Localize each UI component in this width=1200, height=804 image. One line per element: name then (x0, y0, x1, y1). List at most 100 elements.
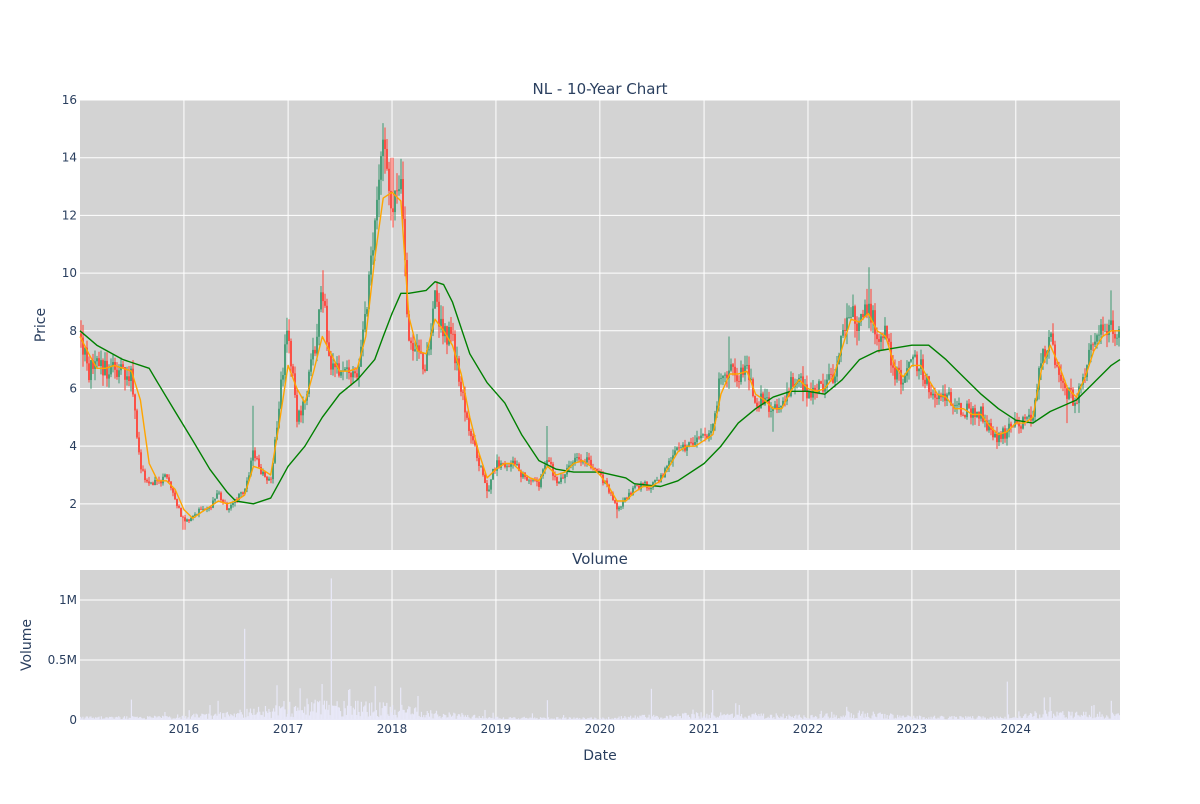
volume-bar (900, 718, 901, 720)
volume-bar (101, 716, 102, 720)
volume-bar (216, 716, 217, 720)
volume-bar (851, 713, 852, 720)
volume-bar (695, 718, 696, 720)
candle-body (240, 492, 242, 493)
volume-bar (506, 719, 507, 720)
candle-body (148, 481, 150, 483)
volume-bar (205, 715, 206, 720)
volume-bar (193, 714, 194, 720)
volume-bar (229, 716, 230, 720)
volume-bar (707, 719, 708, 720)
volume-bar (870, 719, 871, 720)
volume-bar (361, 702, 362, 720)
volume-bar (1038, 718, 1039, 720)
volume-bar (423, 715, 424, 720)
candle-body (322, 292, 324, 301)
volume-bar (616, 719, 617, 720)
volume-bar (1046, 714, 1047, 720)
candle-body (756, 403, 758, 407)
volume-bar (133, 717, 134, 720)
volume-bar (564, 718, 565, 720)
volume-bar (600, 718, 601, 720)
volume-bar (539, 719, 540, 720)
volume-bar (341, 716, 342, 720)
candle-body (374, 220, 376, 250)
candle-body (190, 518, 192, 521)
volume-bar (481, 718, 482, 720)
candle-body (1112, 320, 1114, 334)
volume-bar (689, 717, 690, 720)
volume-bar (259, 712, 260, 720)
volume-bar (204, 715, 205, 720)
volume-bar (785, 718, 786, 720)
volume-bar (642, 715, 643, 720)
volume-bar (212, 719, 213, 720)
candle-body (372, 250, 374, 255)
volume-bar (321, 684, 322, 720)
volume-bar (127, 719, 128, 720)
volume-bar (394, 710, 395, 720)
candle-body (878, 339, 880, 342)
volume-bar (694, 714, 695, 720)
volume-bar (853, 715, 854, 720)
volume-bar (354, 709, 355, 720)
volume-bar (1090, 717, 1091, 720)
volume-bar (703, 716, 704, 720)
volume-bar (899, 716, 900, 720)
volume-bar (149, 716, 150, 720)
volume-bar (251, 713, 252, 720)
volume-bar (1034, 711, 1035, 720)
volume-bar (1092, 718, 1093, 720)
volume-bar (630, 716, 631, 720)
volume-bar (405, 713, 406, 720)
volume-bar (802, 719, 803, 720)
volume-bar (964, 719, 965, 720)
volume-bar (709, 715, 710, 720)
candle-body (574, 458, 576, 463)
volume-bar (370, 716, 371, 720)
volume-bar (115, 717, 116, 720)
candle-body (918, 369, 920, 371)
volume-bar (309, 715, 310, 720)
volume-bar (199, 717, 200, 720)
volume-bar (926, 718, 927, 720)
candle-body (310, 359, 312, 371)
volume-bar (343, 701, 344, 720)
candle-body (822, 384, 824, 392)
volume-bar (1025, 714, 1026, 720)
volume-bar (155, 716, 156, 720)
volume-bar (119, 717, 120, 720)
volume-bar (384, 706, 385, 720)
volume-bar (457, 716, 458, 720)
candle-body (994, 434, 996, 437)
candle-body (698, 438, 700, 439)
volume-bar (487, 719, 488, 720)
candle-body (558, 482, 560, 483)
volume-bar (526, 718, 527, 720)
volume-bar (823, 717, 824, 720)
candle-body (490, 480, 492, 490)
volume-bar (972, 716, 973, 720)
volume-bar (822, 718, 823, 720)
volume-bar (675, 716, 676, 720)
candle-body (576, 457, 578, 458)
candle-body (452, 334, 454, 335)
volume-bar (231, 715, 232, 720)
candle-body (88, 363, 90, 380)
volume-bar (922, 717, 923, 720)
volume-bar (756, 715, 757, 720)
volume-bar (179, 717, 180, 720)
volume-bar (751, 714, 752, 720)
volume-bar (493, 713, 494, 720)
volume-bar (988, 719, 989, 720)
volume-bar (893, 719, 894, 720)
volume-bar (1097, 714, 1098, 720)
candle-body (622, 501, 624, 507)
volume-bar (221, 719, 222, 720)
volume-bar (238, 713, 239, 720)
volume-bar (95, 717, 96, 720)
volume-bar (578, 719, 579, 720)
volume-bar (640, 716, 641, 720)
volume-bar (451, 717, 452, 720)
volume-bar (442, 717, 443, 720)
